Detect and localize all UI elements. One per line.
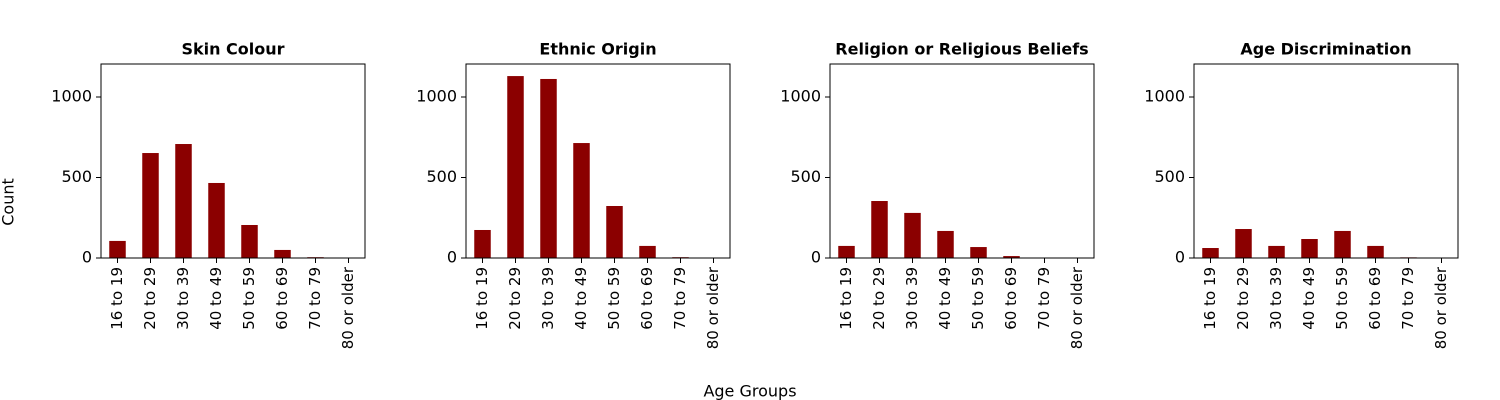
x-tick-label: 60 to 69 — [273, 267, 291, 330]
x-tick-label: 40 to 49 — [572, 267, 590, 330]
axes-frame — [829, 63, 1095, 259]
bar — [109, 240, 126, 258]
y-tick-label: 0 — [447, 248, 457, 267]
axes-frame — [1193, 63, 1459, 259]
y-tick-label: 500 — [426, 167, 457, 186]
bar — [1268, 245, 1285, 258]
y-tick-label: 1000 — [51, 87, 92, 106]
chart-title: Religion or Religious Beliefs — [835, 40, 1088, 59]
y-tick-label: 1000 — [780, 87, 821, 106]
x-tick-label: 20 to 29 — [870, 267, 888, 330]
bar — [838, 245, 855, 258]
x-tick-label: 80 or older — [704, 266, 722, 349]
x-tick-label: 80 or older — [339, 266, 357, 349]
x-tick-label: 60 to 69 — [1002, 267, 1020, 330]
x-tick-label: 40 to 49 — [207, 267, 225, 330]
x-tick-label: 70 to 79 — [1035, 267, 1053, 330]
x-tick-label: 80 or older — [1068, 266, 1086, 349]
bar — [540, 78, 557, 258]
y-tick-label: 0 — [1175, 248, 1185, 267]
y-tick-label: 0 — [82, 248, 92, 267]
x-tick-label: 70 to 79 — [1399, 267, 1417, 330]
bar — [904, 212, 921, 258]
bar — [1003, 256, 1020, 258]
bar — [208, 182, 225, 258]
chart-title: Age Discrimination — [1240, 40, 1411, 59]
x-tick-label: 30 to 39 — [539, 267, 557, 330]
chart-title: Ethnic Origin — [539, 40, 656, 59]
x-tick-label: 50 to 59 — [969, 267, 987, 330]
x-tick-label: 16 to 19 — [473, 267, 491, 330]
bar — [871, 201, 888, 258]
x-tick-label: 30 to 39 — [903, 267, 921, 330]
bar — [274, 249, 291, 258]
chart-title: Skin Colour — [181, 40, 284, 59]
x-tick-label: 50 to 59 — [1333, 267, 1351, 330]
bar — [1367, 245, 1384, 258]
bar — [1301, 239, 1318, 258]
x-tick-label: 16 to 19 — [1201, 267, 1219, 330]
x-tick-label: 20 to 29 — [1234, 267, 1252, 330]
x-axis-label: Age Groups — [703, 382, 796, 400]
bar — [606, 205, 623, 258]
y-tick-label: 1000 — [416, 87, 457, 106]
x-tick-label: 30 to 39 — [1267, 267, 1285, 330]
bar — [937, 230, 954, 258]
x-tick-label: 50 to 59 — [605, 267, 623, 330]
x-tick-label: 70 to 79 — [671, 267, 689, 330]
y-tick-label: 1000 — [1144, 87, 1185, 106]
y-tick-label: 500 — [790, 167, 821, 186]
bar — [241, 224, 258, 258]
x-tick-label: 80 or older — [1432, 266, 1450, 349]
bar — [1334, 230, 1351, 258]
bar — [507, 76, 524, 258]
x-tick-label: 40 to 49 — [936, 267, 954, 330]
bar — [1202, 248, 1219, 258]
axes-frame — [100, 63, 366, 259]
x-tick-label: 16 to 19 — [108, 267, 126, 330]
x-tick-label: 40 to 49 — [1300, 267, 1318, 330]
x-tick-label: 60 to 69 — [638, 267, 656, 330]
bar — [970, 247, 987, 258]
x-tick-label: 16 to 19 — [837, 267, 855, 330]
x-tick-label: 30 to 39 — [174, 267, 192, 330]
bar — [573, 143, 590, 258]
x-tick-label: 20 to 29 — [141, 267, 159, 330]
x-tick-label: 20 to 29 — [506, 267, 524, 330]
bar — [142, 153, 159, 258]
bar — [639, 245, 656, 258]
bar — [474, 229, 491, 258]
bar — [175, 144, 192, 258]
x-tick-label: 70 to 79 — [306, 267, 324, 330]
x-tick-label: 50 to 59 — [240, 267, 258, 330]
x-tick-label: 60 to 69 — [1366, 267, 1384, 330]
y-tick-label: 0 — [811, 248, 821, 267]
y-tick-label: 500 — [61, 167, 92, 186]
y-tick-label: 500 — [1154, 167, 1185, 186]
bar — [1235, 229, 1252, 258]
y-axis-label: Count — [0, 178, 18, 226]
axes-frame — [465, 63, 731, 259]
